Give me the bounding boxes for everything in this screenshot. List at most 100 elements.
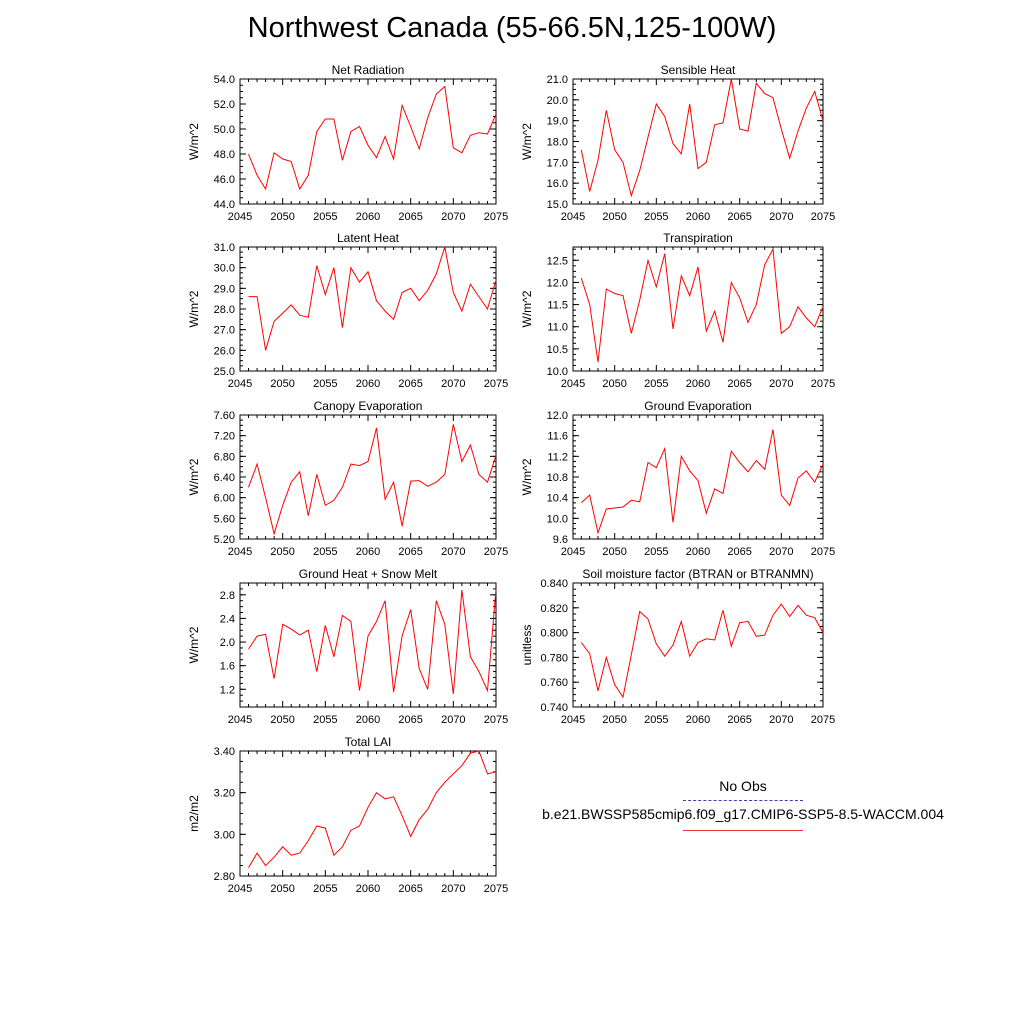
x-tick-label: 2050 [270,378,294,390]
x-tick-label: 2055 [644,546,668,558]
y-tick-label: 28.0 [214,304,235,316]
x-tick-label: 2060 [686,211,710,223]
x-tick-label: 2045 [561,546,585,558]
series-line [580,603,824,699]
y-axis-label: W/m^2 [520,458,534,495]
panel-3: Latent Heat W/m^2 2045 2050 2055 2060 2065 2070… [187,231,508,390]
y-tick-label: 19.0 [547,116,568,128]
x-tick-label: 2065 [398,883,422,895]
x-tick-label: 2060 [356,546,380,558]
y-tick-label: 26.0 [214,345,235,357]
x-tick-label: 2060 [356,883,380,895]
x-tick-label: 2060 [356,378,380,390]
panel-title: Transpiration [663,231,733,245]
x-tick-label: 2065 [398,714,422,726]
x-tick-label: 2075 [811,546,835,558]
series-line [248,85,497,191]
y-tick-label: 11.2 [547,451,568,463]
x-tick-label: 2075 [484,883,508,895]
y-tick-label: 10.5 [547,344,568,356]
x-tick-label: 2050 [602,378,626,390]
y-tick-label: 0.840 [540,578,568,590]
x-tick-label: 2050 [602,714,626,726]
x-tick-label: 2055 [313,211,337,223]
x-tick-label: 2075 [811,211,835,223]
y-tick-label: 11.5 [547,300,568,312]
series-line [248,424,497,536]
y-tick-label: 18.0 [547,137,568,149]
page-title: Northwest Canada (55-66.5N,125-100W) [247,12,777,44]
x-tick-label: 2045 [561,714,585,726]
plot-frame [572,246,824,372]
x-tick-label: 2045 [228,883,252,895]
legend-obs-label: No Obs [719,778,767,794]
panel-6: Ground Evaporation W/m^2 2045 2050 2055 2060 2… [520,399,835,558]
y-tick-label: 7.60 [214,410,235,422]
x-tick-label: 2070 [769,211,793,223]
series-line [248,246,497,351]
y-tick-label: 3.20 [214,788,235,800]
x-tick-label: 2070 [769,546,793,558]
x-tick-label: 2055 [644,714,668,726]
x-tick-label: 2075 [484,546,508,558]
x-tick-label: 2065 [398,211,422,223]
x-tick-label: 2075 [484,378,508,390]
y-tick-label: 52.0 [214,99,235,111]
y-tick-label: 0.780 [540,652,568,664]
series-line [248,750,497,868]
y-axis-label: W/m^2 [520,123,534,160]
x-tick-label: 2045 [561,378,585,390]
x-tick-label: 2065 [398,378,422,390]
x-tick-label: 2070 [441,211,465,223]
panel-9: Total LAI m2/m2 2045 2050 2055 2060 2065 2070 20… [187,735,508,895]
y-tick-label: 6.80 [214,451,235,463]
x-tick-label: 2060 [686,378,710,390]
y-tick-label: 0.740 [540,702,568,714]
x-tick-label: 2055 [313,883,337,895]
legend-model-label: b.e21.BWSSP585cmip6.f09_g17.CMIP6-SSP5-8… [542,806,944,822]
plot-frame [572,78,824,205]
y-tick-label: 2.0 [220,637,235,649]
panel-title: Canopy Evaporation [314,399,423,413]
panel-1: Net Radiation W/m^2 2045 2050 2055 2060 2065 20… [187,63,508,223]
x-tick-label: 2060 [686,546,710,558]
y-tick-label: 3.00 [214,829,235,841]
y-axis-label: W/m^2 [520,290,534,327]
y-tick-label: 10.0 [547,513,568,525]
panel-title: Net Radiation [332,63,405,77]
y-axis-label: W/m^2 [187,290,201,327]
series-line [580,429,824,535]
panel-7: Ground Heat + Snow Melt W/m^2 2045 2050 2055… [187,567,508,726]
x-tick-label: 2075 [811,714,835,726]
y-axis-label: unitless [520,625,534,666]
x-tick-label: 2060 [356,714,380,726]
panel-title: Soil moisture factor (BTRAN or BTRANMN) [582,567,813,581]
y-tick-label: 2.80 [214,871,235,883]
plot-frame [572,582,824,708]
x-tick-label: 2070 [441,546,465,558]
panel-8: Soil moisture factor (BTRAN or BTRANMN) u… [520,567,835,726]
y-tick-label: 9.6 [553,534,568,546]
x-tick-label: 2070 [441,883,465,895]
y-tick-label: 6.40 [214,472,235,484]
y-tick-label: 20.0 [547,95,568,107]
series-line [580,78,824,198]
x-tick-label: 2050 [270,883,294,895]
panel-2: Sensible Heat W/m^2 2045 2050 2055 2060 2065 20… [520,63,835,223]
y-axis-label: W/m^2 [187,123,201,160]
x-tick-label: 2045 [228,546,252,558]
y-tick-label: 16.0 [547,178,568,190]
y-tick-label: 29.0 [214,283,235,295]
y-tick-label: 46.0 [214,174,235,186]
y-tick-label: 0.760 [540,677,568,689]
x-tick-label: 2060 [356,211,380,223]
y-tick-label: 30.0 [214,263,235,275]
x-tick-label: 2075 [484,211,508,223]
x-tick-label: 2050 [270,714,294,726]
y-tick-label: 2.4 [220,613,235,625]
x-tick-label: 2050 [270,546,294,558]
x-tick-label: 2070 [769,378,793,390]
x-tick-label: 2060 [686,714,710,726]
panel-4: Transpiration W/m^2 2045 2050 2055 2060 2065 20… [520,231,835,390]
panel-title: Ground Heat + Snow Melt [299,567,438,581]
